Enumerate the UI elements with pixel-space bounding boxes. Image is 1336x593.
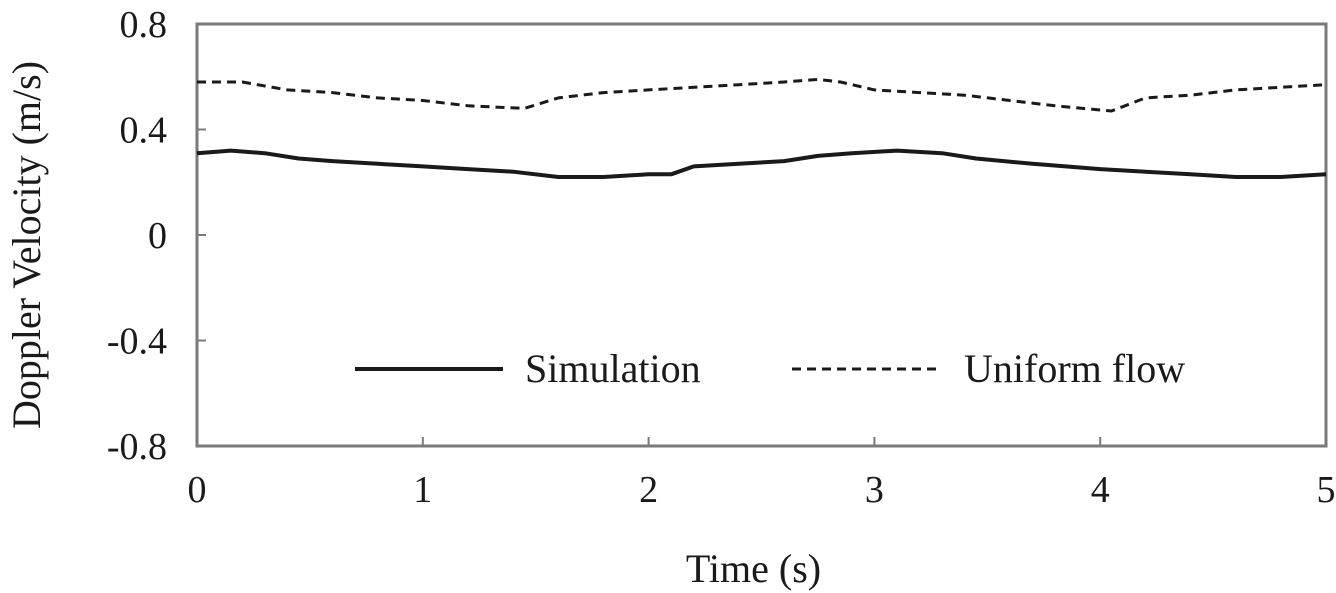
- legend: Simulation Uniform flow: [355, 346, 1185, 391]
- x-tick-label: 2: [639, 469, 658, 511]
- x-tick-label: 1: [413, 469, 432, 511]
- y-tick-label: 0.8: [120, 4, 168, 46]
- series-line-simulation: [196, 148, 1327, 179]
- x-tick-label: 4: [1091, 469, 1110, 511]
- legend-label-simulation: Simulation: [525, 346, 701, 391]
- x-tick-label: 0: [188, 469, 207, 511]
- y-tick-label: -0.4: [107, 321, 167, 363]
- series-line-uniform-flow: [197, 77, 1327, 113]
- y-tick-label: 0.4: [120, 110, 168, 152]
- x-tick-label: 5: [1317, 469, 1336, 511]
- x-axis-ticks: 0 1 2 3 4 5: [188, 437, 1336, 511]
- x-tick-label: 3: [865, 469, 884, 511]
- y-axis-ticks: 0.8 0.4 0 -0.4 -0.8: [107, 4, 206, 468]
- legend-label-uniform-flow: Uniform flow: [964, 346, 1185, 391]
- series-layer: [196, 77, 1327, 179]
- y-tick-label: 0: [148, 215, 167, 257]
- y-axis-title: Doppler Velocity (m/s): [4, 61, 49, 429]
- x-axis-title: Time (s): [686, 546, 821, 591]
- y-tick-label: -0.8: [107, 426, 167, 468]
